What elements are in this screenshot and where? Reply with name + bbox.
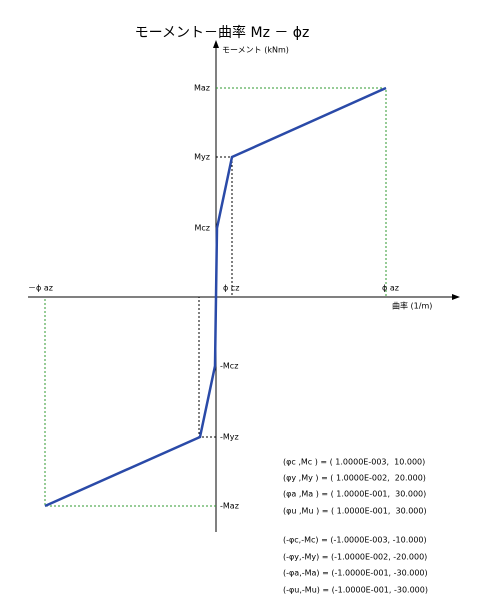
result-row: (φy ,My ) = ( 1.0000E-002, 20.000) xyxy=(283,474,426,483)
label: Myz xyxy=(194,153,210,162)
label: -Myz xyxy=(220,433,239,442)
label: -Mcz xyxy=(220,362,238,371)
title: モーメント－曲率 Mz － ϕz xyxy=(135,24,310,41)
label: ϕ az xyxy=(382,284,399,293)
result-row: (-φa,-Ma) = (-1.0000E-001, -30.000) xyxy=(283,569,428,578)
y-arrow xyxy=(213,40,219,48)
label: Maz xyxy=(194,84,210,93)
result-row: (-φy,-My) = (-1.0000E-002, -20.000) xyxy=(283,553,427,562)
result-row: (-φc,-Mc) = (-1.0000E-003, -10.000) xyxy=(283,536,427,545)
curve-negative xyxy=(44,296,218,508)
x-arrow xyxy=(452,294,460,300)
y-axis-label: モーメント (kNm) xyxy=(222,46,289,55)
label: －ϕ az xyxy=(28,284,53,293)
result-row: (φu ,Mu ) = ( 1.0000E-001, 30.000) xyxy=(283,507,427,516)
results: (φc ,Mc ) = ( 1.0000E-003, 10.000) (φy ,… xyxy=(283,458,428,595)
label: Mcz xyxy=(195,224,211,233)
curve-positive xyxy=(214,86,387,298)
result-row: (φc ,Mc ) = ( 1.0000E-003, 10.000) xyxy=(283,458,425,467)
result-row: (φa ,Ma ) = ( 1.0000E-001, 30.000) xyxy=(283,490,426,499)
label: -Maz xyxy=(220,502,239,511)
guide-neg xyxy=(44,297,216,507)
result-row: (-φu,-Mu) = (-1.0000E-001, -30.000) xyxy=(283,586,428,595)
x-axis-label: 曲率 (1/m) xyxy=(392,301,432,311)
label: ϕ cz xyxy=(223,284,239,293)
